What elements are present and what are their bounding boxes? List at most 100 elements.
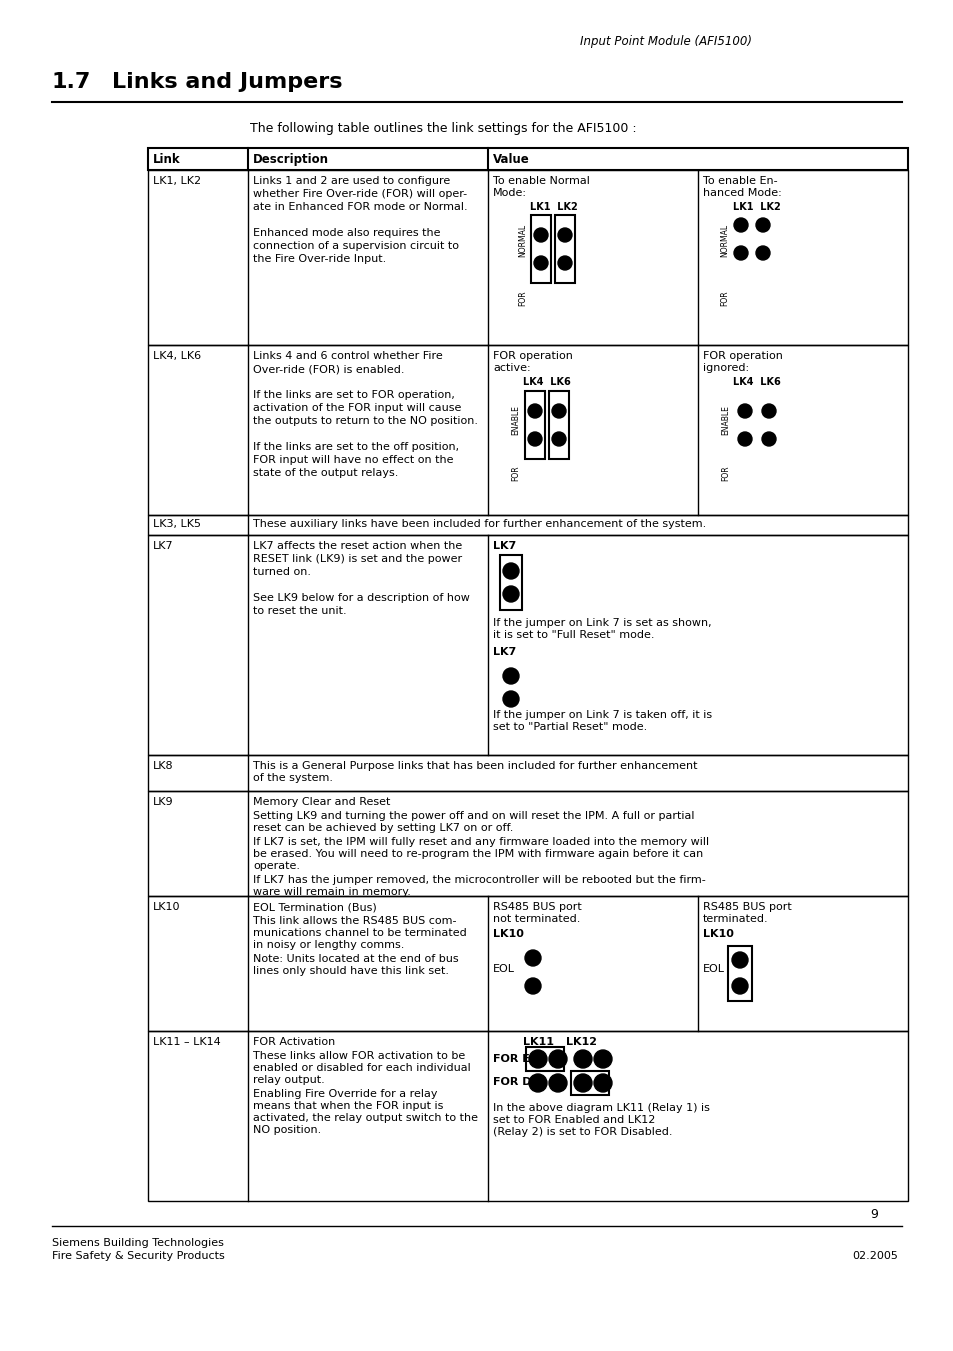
Text: ignored:: ignored: (702, 363, 748, 373)
Text: munications channel to be terminated: munications channel to be terminated (253, 928, 466, 938)
Text: These auxiliary links have been included for further enhancement of the system.: These auxiliary links have been included… (253, 519, 705, 530)
Circle shape (558, 255, 572, 270)
Circle shape (534, 228, 547, 242)
Bar (148, 170, 907, 345)
Circle shape (502, 586, 518, 603)
Text: activated, the relay output switch to the: activated, the relay output switch to th… (253, 1113, 477, 1123)
Text: RESET link (LK9) is set and the power: RESET link (LK9) is set and the power (253, 554, 461, 563)
Text: it is set to "Full Reset" mode.: it is set to "Full Reset" mode. (493, 630, 654, 640)
Text: If the jumper on Link 7 is set as shown,: If the jumper on Link 7 is set as shown, (493, 617, 711, 628)
Text: This link allows the RS485 BUS com-: This link allows the RS485 BUS com- (253, 916, 456, 925)
Text: NORMAL: NORMAL (518, 223, 527, 257)
Circle shape (733, 246, 747, 259)
Text: Enabling Fire Override for a relay: Enabling Fire Override for a relay (253, 1089, 437, 1098)
Circle shape (524, 950, 540, 966)
Text: set to "Partial Reset" mode.: set to "Partial Reset" mode. (493, 721, 646, 732)
Text: ate in Enhanced FOR mode or Normal.: ate in Enhanced FOR mode or Normal. (253, 203, 467, 212)
Text: Description: Description (253, 153, 329, 166)
Text: This is a General Purpose links that has been included for further enhancement: This is a General Purpose links that has… (253, 761, 697, 771)
Text: set to FOR Enabled and LK12: set to FOR Enabled and LK12 (493, 1115, 655, 1125)
Text: active:: active: (493, 363, 530, 373)
Text: turned on.: turned on. (253, 567, 311, 577)
Text: RS485 BUS port: RS485 BUS port (702, 902, 791, 912)
Text: ENABLE: ENABLE (511, 405, 520, 435)
Circle shape (502, 563, 518, 580)
Circle shape (574, 1050, 592, 1069)
Circle shape (761, 404, 775, 417)
Text: LK7: LK7 (152, 540, 173, 551)
Circle shape (524, 978, 540, 994)
Text: If the links are set to FOR operation,: If the links are set to FOR operation, (253, 390, 455, 400)
Bar (727, 946, 751, 1001)
Circle shape (534, 255, 547, 270)
Text: Value: Value (493, 153, 529, 166)
Text: operate.: operate. (253, 861, 299, 871)
Circle shape (548, 1050, 566, 1069)
Bar (548, 390, 568, 459)
Text: Input Point Module (AFI5100): Input Point Module (AFI5100) (579, 35, 751, 49)
Text: Memory Clear and Reset: Memory Clear and Reset (253, 797, 390, 807)
Text: LK8: LK8 (152, 761, 173, 771)
Text: whether Fire Over-ride (FOR) will oper-: whether Fire Over-ride (FOR) will oper- (253, 189, 467, 199)
Text: LK1  LK2: LK1 LK2 (732, 203, 780, 212)
Text: The following table outlines the link settings for the AFI5100 :: The following table outlines the link se… (250, 122, 636, 135)
Bar (499, 555, 521, 611)
Bar (148, 149, 907, 170)
Circle shape (731, 978, 747, 994)
Text: activation of the FOR input will cause: activation of the FOR input will cause (253, 403, 461, 413)
Circle shape (502, 690, 518, 707)
Text: EOL: EOL (493, 965, 515, 974)
Text: be erased. You will need to re-program the IPM with firmware again before it can: be erased. You will need to re-program t… (253, 848, 702, 859)
Circle shape (558, 228, 572, 242)
Circle shape (594, 1074, 612, 1092)
Text: EOL: EOL (702, 965, 724, 974)
Bar (571, 1071, 608, 1096)
Text: Note: Units located at the end of bus: Note: Units located at the end of bus (253, 954, 458, 965)
Bar (148, 345, 907, 515)
Circle shape (552, 432, 565, 446)
Text: (Relay 2) is set to FOR Disabled.: (Relay 2) is set to FOR Disabled. (493, 1127, 672, 1138)
Text: LK1, LK2: LK1, LK2 (152, 176, 201, 186)
Circle shape (529, 1050, 546, 1069)
Text: If LK7 is set, the IPM will fully reset and any firmware loaded into the memory : If LK7 is set, the IPM will fully reset … (253, 838, 708, 847)
Text: See LK9 below for a description of how: See LK9 below for a description of how (253, 593, 470, 603)
Text: LK10: LK10 (152, 902, 180, 912)
Bar (148, 535, 907, 755)
Text: hanced Mode:: hanced Mode: (702, 188, 781, 199)
Text: 02.2005: 02.2005 (851, 1251, 897, 1260)
Bar (148, 515, 907, 535)
Text: LK10: LK10 (702, 929, 733, 939)
Circle shape (527, 432, 541, 446)
Text: FOR: FOR (720, 290, 729, 305)
Text: LK11 – LK14: LK11 – LK14 (152, 1038, 220, 1047)
Text: lines only should have this link set.: lines only should have this link set. (253, 966, 449, 975)
Bar (525, 1047, 563, 1071)
Text: Links 4 and 6 control whether Fire: Links 4 and 6 control whether Fire (253, 351, 442, 361)
Text: connection of a supervision circuit to: connection of a supervision circuit to (253, 240, 458, 251)
Text: relay output.: relay output. (253, 1075, 324, 1085)
Text: 1.7: 1.7 (52, 72, 91, 92)
Text: To enable Normal: To enable Normal (493, 176, 589, 186)
Text: Over-ride (FOR) is enabled.: Over-ride (FOR) is enabled. (253, 363, 404, 374)
Text: If the links are set to the off position,: If the links are set to the off position… (253, 442, 458, 453)
Circle shape (755, 246, 769, 259)
Text: terminated.: terminated. (702, 915, 768, 924)
Circle shape (755, 218, 769, 232)
Text: in noisy or lengthy comms.: in noisy or lengthy comms. (253, 940, 404, 950)
Circle shape (552, 404, 565, 417)
Bar (148, 896, 907, 1031)
Text: FOR: FOR (518, 290, 527, 305)
Text: the outputs to return to the NO position.: the outputs to return to the NO position… (253, 416, 477, 426)
Circle shape (502, 667, 518, 684)
Text: FOR DIS: FOR DIS (493, 1077, 543, 1088)
Text: Mode:: Mode: (493, 188, 526, 199)
Circle shape (761, 432, 775, 446)
Text: ENABLE: ENABLE (720, 405, 730, 435)
Text: LK3, LK5: LK3, LK5 (152, 519, 201, 530)
Bar (148, 1031, 907, 1201)
Text: FOR Activation: FOR Activation (253, 1038, 335, 1047)
Bar (531, 215, 551, 282)
Text: If the jumper on Link 7 is taken off, it is: If the jumper on Link 7 is taken off, it… (493, 711, 711, 720)
Text: FOR: FOR (720, 465, 730, 481)
Text: FOR operation: FOR operation (493, 351, 572, 361)
